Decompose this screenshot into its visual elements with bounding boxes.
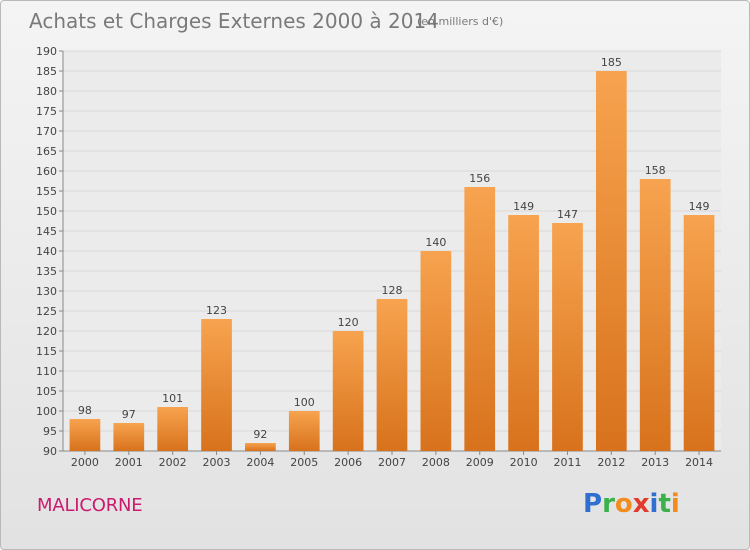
x-tick-label: 2012 (597, 456, 625, 469)
logo-letter: x (632, 489, 650, 519)
data-label: 100 (294, 396, 315, 409)
y-tick-label: 100 (36, 405, 57, 418)
y-tick-label: 170 (36, 125, 57, 138)
data-label: 92 (253, 428, 267, 441)
logo-letter: t (658, 489, 671, 519)
y-tick-label: 140 (36, 245, 57, 258)
bar-2012 (595, 71, 627, 451)
x-tick-label: 2013 (641, 456, 669, 469)
bar-2009 (464, 187, 496, 451)
data-label: 101 (162, 392, 183, 405)
y-tick-label: 135 (36, 265, 57, 278)
x-tick-label: 2008 (422, 456, 450, 469)
y-tick-label: 115 (36, 345, 57, 358)
bar-2006 (332, 331, 364, 451)
x-tick-label: 2006 (334, 456, 362, 469)
y-tick-label: 120 (36, 325, 57, 338)
data-label: 120 (338, 316, 359, 329)
x-tick-label: 2002 (159, 456, 187, 469)
bar-2004 (245, 443, 276, 451)
chart-title: Achats et Charges Externes 2000 à 2014 (29, 9, 439, 33)
commune-name: MALICORNE (37, 495, 143, 516)
chart-subtitle: (en milliers d'€) (417, 15, 504, 28)
y-tick-label: 160 (36, 165, 57, 178)
data-label: 158 (645, 164, 666, 177)
y-tick-label: 110 (36, 365, 57, 378)
x-tick-label: 2005 (290, 456, 318, 469)
bar-2003 (201, 319, 232, 451)
logo-letter: o (614, 489, 633, 519)
y-tick-label: 190 (36, 45, 57, 58)
data-label: 149 (689, 200, 710, 213)
x-tick-label: 2007 (378, 456, 406, 469)
bar-2001 (113, 423, 145, 451)
data-label: 185 (601, 56, 622, 69)
logo-letter: r (602, 489, 615, 519)
x-tick-label: 2009 (466, 456, 494, 469)
y-tick-label: 145 (36, 225, 57, 238)
data-label: 98 (78, 404, 92, 417)
y-tick-label: 95 (43, 425, 57, 438)
data-label: 147 (557, 208, 578, 221)
bar-2010 (508, 215, 539, 451)
bar-2000 (69, 419, 101, 451)
y-tick-label: 105 (36, 385, 57, 398)
bar-2013 (639, 179, 671, 451)
logo-letter: i (649, 489, 659, 519)
bar-2007 (376, 299, 408, 451)
x-tick-label: 2011 (553, 456, 581, 469)
proxiti-logo: Proxiti (583, 489, 680, 519)
x-tick-label: 2010 (510, 456, 538, 469)
y-tick-label: 185 (36, 65, 57, 78)
data-label: 140 (425, 236, 446, 249)
y-tick-label: 90 (43, 445, 57, 458)
logo-letter: i (670, 489, 680, 519)
bar-2011 (552, 223, 583, 451)
data-label: 123 (206, 304, 227, 317)
x-tick-label: 2001 (115, 456, 143, 469)
y-tick-label: 175 (36, 105, 57, 118)
y-tick-label: 165 (36, 145, 57, 158)
y-tick-label: 125 (36, 305, 57, 318)
x-tick-label: 2003 (203, 456, 231, 469)
bar-2008 (420, 251, 452, 451)
bar-2005 (288, 411, 320, 451)
y-tick-label: 155 (36, 185, 57, 198)
bar-2014 (683, 215, 715, 451)
y-tick-label: 150 (36, 205, 57, 218)
data-label: 156 (469, 172, 490, 185)
y-tick-label: 180 (36, 85, 57, 98)
logo-letter: P (583, 489, 603, 519)
x-tick-label: 2000 (71, 456, 99, 469)
data-label: 128 (382, 284, 403, 297)
bar-2002 (157, 407, 189, 451)
y-tick-label: 130 (36, 285, 57, 298)
data-label: 149 (513, 200, 534, 213)
x-tick-label: 2004 (246, 456, 274, 469)
x-tick-label: 2014 (685, 456, 713, 469)
data-label: 97 (122, 408, 136, 421)
